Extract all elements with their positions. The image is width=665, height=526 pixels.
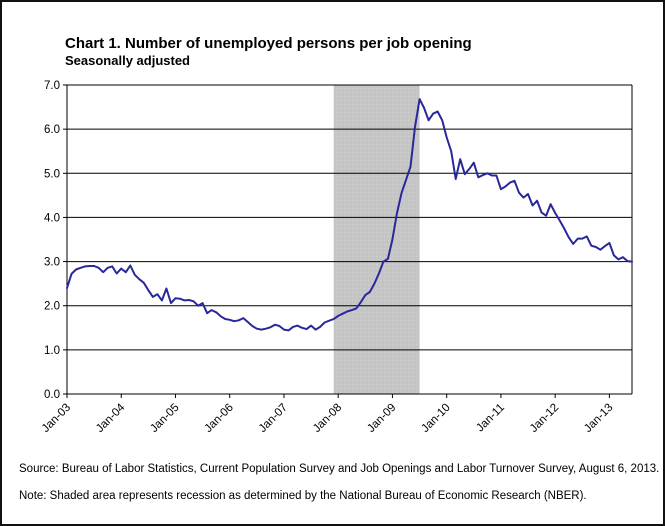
- source-text: Source: Bureau of Labor Statistics, Curr…: [19, 463, 660, 475]
- x-axis-label: Jan-09: [365, 402, 398, 435]
- note-text: Note: Shaded area represents recession a…: [19, 490, 587, 502]
- x-axis-label: Jan-08: [311, 402, 344, 435]
- chart-title: Chart 1. Number of unemployed persons pe…: [65, 35, 472, 52]
- y-axis-label: 6.0: [44, 124, 60, 136]
- x-axis-label: Jan-13: [582, 402, 615, 435]
- x-axis-label: Jan-06: [202, 402, 235, 435]
- chart-subtitle: Seasonally adjusted: [65, 53, 190, 69]
- y-axis-label: 1.0: [44, 345, 60, 357]
- y-axis-label: 5.0: [44, 168, 60, 180]
- x-axis-label: Jan-11: [474, 402, 507, 435]
- y-axis-label: 3.0: [44, 257, 60, 269]
- x-axis-label: Jan-04: [94, 401, 128, 435]
- recession-band: [333, 85, 420, 394]
- title-block: Chart 1. Number of unemployed persons pe…: [65, 35, 472, 69]
- x-axis-label: Jan-12: [528, 402, 561, 435]
- x-axis-label: Jan-07: [257, 402, 290, 435]
- y-axis-label: 4.0: [44, 212, 60, 224]
- x-axis-label: Jan-05: [148, 402, 181, 435]
- y-axis-label: 7.0: [44, 80, 60, 92]
- unemployed-per-opening-line: [66, 98, 633, 332]
- y-axis-label: 0.0: [44, 389, 60, 401]
- x-axis-label: Jan-03: [40, 402, 73, 435]
- x-axis-label: Jan-10: [419, 402, 452, 435]
- y-axis-label: 2.0: [44, 301, 60, 313]
